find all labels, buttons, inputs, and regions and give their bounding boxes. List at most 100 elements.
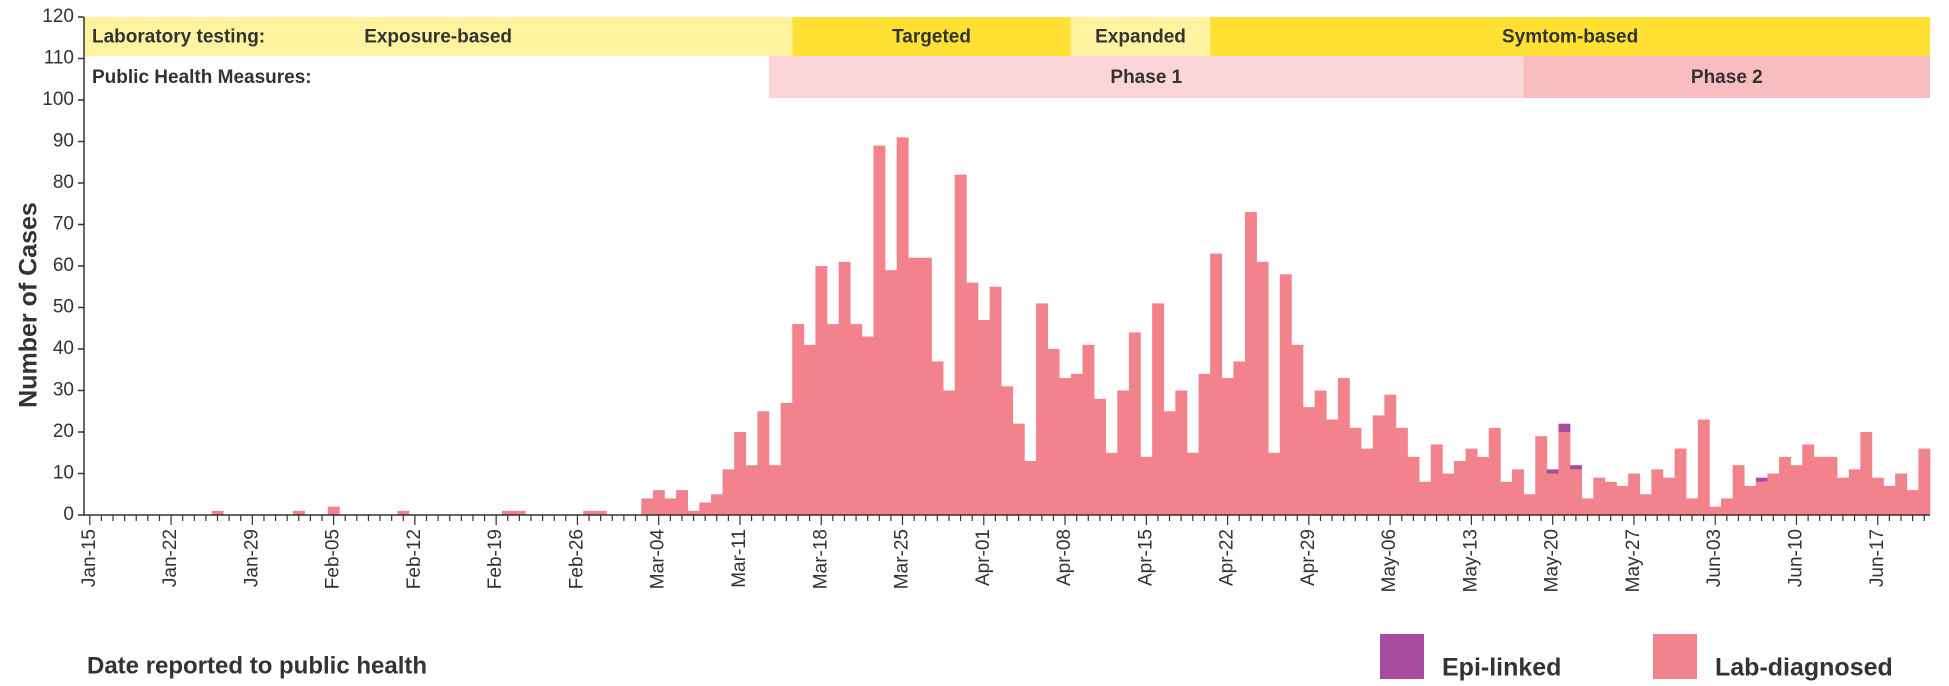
bar-segment [1755, 477, 1768, 482]
bar-segment [1430, 444, 1443, 515]
bar-segment [1488, 427, 1501, 515]
x-tick-label: Mar-25 [892, 529, 913, 589]
bar-segment [594, 510, 607, 515]
bar-segment [1256, 261, 1269, 515]
bar-segment [966, 282, 979, 515]
bar-segment [1314, 390, 1327, 515]
bar-segment [838, 261, 851, 515]
bar-segment [699, 502, 712, 515]
bar-segment [1012, 423, 1025, 515]
bar-segment [885, 270, 898, 515]
y-tick-label: 100 [42, 89, 74, 110]
bar-segment [1268, 452, 1281, 515]
bar-segment [1477, 456, 1490, 515]
x-tick-label: May-06 [1379, 529, 1400, 592]
bar-segment [1059, 378, 1072, 515]
x-tick-label: Jan-29 [241, 529, 262, 587]
x-tick-label: Mar-18 [810, 529, 831, 589]
bar-segment [989, 286, 1002, 515]
bar-segment [1790, 465, 1803, 515]
bar-segment [768, 465, 781, 515]
bar-segment [896, 137, 909, 515]
bar-segment [1593, 477, 1606, 515]
bar-segment [641, 498, 654, 515]
bar-segment [1570, 469, 1582, 515]
bar-segment [1082, 344, 1095, 515]
bar-segment [1779, 456, 1791, 515]
bar-segment [687, 510, 700, 515]
bar-segment [1117, 390, 1130, 515]
bar-segment [908, 257, 921, 515]
y-tick-label: 60 [53, 255, 74, 276]
x-tick-label: Apr-15 [1135, 529, 1156, 586]
bar-segment [1453, 461, 1466, 515]
y-tick-label: 80 [53, 172, 74, 193]
y-tick-label: 70 [53, 214, 74, 235]
bar-segment [1361, 448, 1374, 515]
bar-segment [1291, 344, 1304, 515]
bar-segment [327, 506, 340, 515]
bar-segment [1802, 444, 1815, 515]
legend-label: Lab-diagnosed [1715, 654, 1893, 682]
bar-segment [1639, 494, 1652, 515]
bar-segment [1186, 452, 1199, 515]
phase-band [84, 17, 793, 56]
phase-label: Phase 2 [1691, 67, 1763, 88]
y-tick-label: 110 [44, 48, 74, 69]
bar-segment [1697, 419, 1710, 515]
bar-segment [931, 361, 944, 515]
bar-segment [722, 469, 735, 515]
bar-segment [1918, 448, 1931, 515]
y-tick-label: 10 [53, 463, 74, 484]
bar-segment [676, 490, 689, 515]
bar-segment [861, 336, 874, 515]
bar-segment [977, 319, 990, 515]
bar-segment [1152, 303, 1165, 515]
bar-segment [1163, 411, 1176, 515]
bar-segment [954, 174, 967, 515]
bar-segment [397, 510, 410, 515]
bar-segment [1837, 477, 1850, 515]
bar-segment [1581, 498, 1594, 515]
bar-segment [513, 510, 526, 515]
bar-segment [1175, 390, 1188, 515]
bar-segment [1349, 427, 1362, 515]
x-tick-label: Feb-05 [323, 529, 344, 589]
x-tick-label: May-20 [1542, 529, 1563, 592]
bar-segment [1732, 465, 1745, 515]
bar-segment [1221, 378, 1234, 515]
bar-segment [1384, 394, 1397, 515]
bar-segment [734, 432, 747, 515]
phase-label: Phase 1 [1110, 67, 1182, 88]
phase-label: Targeted [892, 27, 971, 48]
bar-segment [211, 510, 224, 515]
phase-label: Expanded [1095, 27, 1186, 48]
bar-segment [780, 402, 793, 515]
bar-segment [1895, 473, 1908, 515]
bar-segment [1233, 361, 1246, 515]
phase-band [1210, 17, 1930, 56]
bar-segment [803, 344, 816, 515]
x-axis-label: Date reported to public health [87, 652, 427, 679]
y-tick-label: 120 [42, 6, 74, 27]
bar-segment [1604, 481, 1617, 515]
bar-segment [745, 465, 758, 515]
y-tick-label: 40 [53, 338, 74, 359]
y-axis-label: Number of Cases [15, 202, 43, 408]
y-tick-label: 50 [53, 297, 74, 318]
phase-band [1523, 56, 1930, 98]
bar-segment [1848, 469, 1861, 515]
bar-segment [1395, 427, 1408, 515]
bar-segment [1674, 448, 1687, 515]
bar-segment [1546, 469, 1559, 474]
bar-segment [1128, 332, 1141, 515]
bar-segment [792, 324, 805, 515]
phase-label: Symtom-based [1502, 27, 1638, 48]
bar-segment [664, 498, 677, 515]
bar-segment [501, 510, 514, 515]
x-tick-label: Jan-22 [160, 529, 181, 587]
bar-segment [815, 266, 828, 515]
bar-segment [1813, 456, 1826, 515]
bar-segment [1767, 473, 1780, 515]
bar-segment [1105, 452, 1118, 515]
